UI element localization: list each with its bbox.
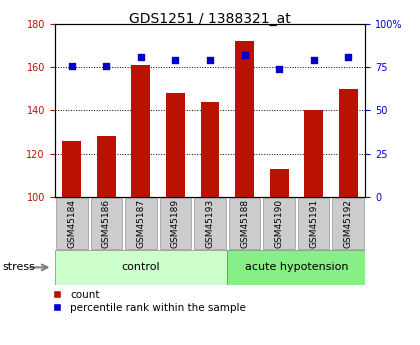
Text: GSM45190: GSM45190 (275, 199, 284, 248)
Bar (63, 141, 81, 197)
Legend: count, percentile rank within the sample: count, percentile rank within the sample (51, 290, 246, 313)
Point (276, 66, 282, 72)
Text: GSM45193: GSM45193 (205, 199, 215, 248)
Bar (97, 136, 116, 197)
Bar (200, 102, 220, 197)
Text: GSM45189: GSM45189 (171, 199, 180, 248)
Bar (160, 198, 191, 249)
Point (310, 58, 317, 63)
Bar (339, 89, 357, 197)
Bar (227, 250, 365, 285)
Bar (55, 250, 227, 285)
Bar (332, 198, 364, 249)
Bar (131, 65, 150, 197)
Point (68, 63, 75, 68)
Text: stress: stress (2, 263, 35, 272)
Bar (235, 41, 254, 197)
Bar (304, 110, 323, 197)
Text: GSM45187: GSM45187 (136, 199, 145, 248)
Text: control: control (122, 263, 160, 272)
Text: GDS1251 / 1388321_at: GDS1251 / 1388321_at (129, 12, 291, 26)
Text: GSM45184: GSM45184 (67, 199, 76, 248)
Bar (229, 198, 260, 249)
Text: GSM45188: GSM45188 (240, 199, 249, 248)
Point (172, 58, 179, 63)
Point (207, 58, 213, 63)
Bar (270, 169, 289, 197)
Bar (194, 198, 226, 249)
Point (241, 52, 248, 58)
Text: GSM45192: GSM45192 (344, 199, 353, 248)
Text: GSM45191: GSM45191 (309, 199, 318, 248)
Bar (298, 198, 329, 249)
Bar (263, 198, 295, 249)
Point (345, 54, 352, 60)
Bar (166, 93, 185, 197)
Bar (91, 198, 122, 249)
Bar (56, 198, 88, 249)
Text: GSM45186: GSM45186 (102, 199, 111, 248)
Point (138, 54, 144, 60)
Point (103, 63, 110, 68)
Bar (125, 198, 157, 249)
Text: acute hypotension: acute hypotension (244, 263, 348, 272)
